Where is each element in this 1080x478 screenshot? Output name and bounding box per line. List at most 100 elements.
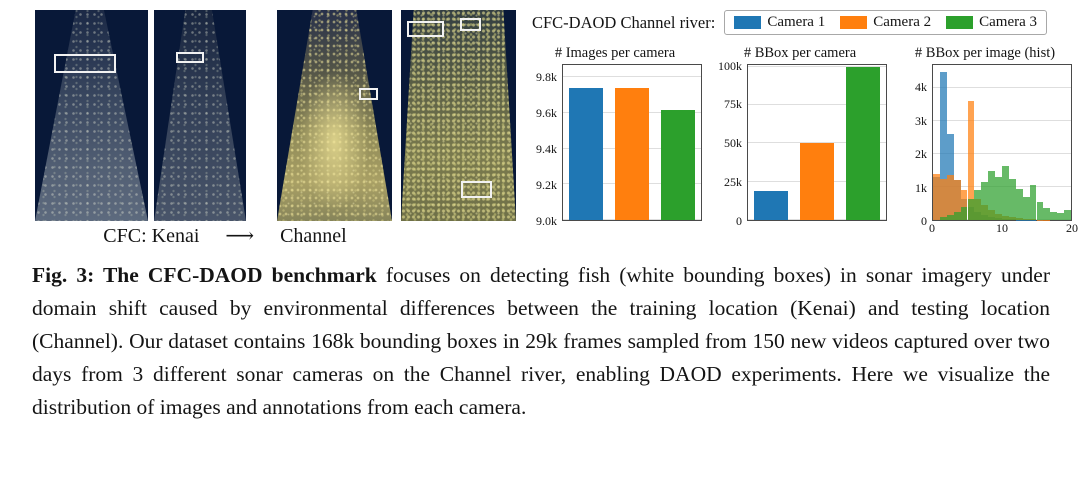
gridline — [933, 87, 1071, 89]
legend-box: Camera 1 Camera 2 Camera 3 — [724, 10, 1047, 35]
figure-caption: Fig. 3: The CFC-DAOD benchmark focuses o… — [0, 252, 1080, 423]
legend-title: CFC-DAOD Channel river: — [532, 12, 716, 32]
y-tick-label: 75k — [724, 97, 742, 112]
sonar-image-kenai-1 — [35, 10, 148, 221]
hist-bar-camera-3 — [1029, 185, 1037, 220]
legend-entry-camera-3: Camera 3 — [946, 14, 1037, 31]
y-tick-label: 25k — [724, 175, 742, 190]
fish-bounding-box — [176, 52, 204, 63]
plot-area — [747, 64, 887, 221]
x-tick-label: 0 — [929, 221, 935, 235]
charts-panel: CFC-DAOD Channel river: Camera 1 Camera … — [528, 10, 1078, 238]
target-domain-label: Channel — [280, 225, 347, 247]
sonar-cone — [277, 10, 392, 221]
hist-bar-camera-3 — [1043, 208, 1051, 220]
hist-bar-camera-3 — [953, 211, 961, 220]
hist-bar-camera-3 — [974, 190, 982, 220]
hist-bar-camera-1 — [939, 71, 947, 220]
plot-area — [932, 64, 1072, 221]
sonar-noise-texture — [35, 10, 148, 221]
hist-bar-camera-2 — [967, 101, 975, 220]
hist-bar-camera-3 — [1015, 188, 1023, 220]
y-tick-label: 0 — [921, 214, 927, 228]
hist-bar-camera-3 — [1008, 178, 1016, 220]
hist-bar-camera-2 — [933, 173, 940, 220]
legend-row: CFC-DAOD Channel river: Camera 1 Camera … — [532, 10, 1074, 35]
fish-bounding-box — [358, 88, 379, 100]
y-tick-label: 9.6k — [536, 105, 557, 120]
chart-bbox-per-camera: # BBox per camera 0 25k 50k 75k 100k — [713, 45, 887, 238]
legend-label: Camera 2 — [873, 14, 932, 30]
y-axis: 0 1k 2k 3k 4k — [898, 64, 932, 227]
hist-bar-camera-2 — [953, 180, 961, 220]
bar-camera-1 — [754, 190, 788, 220]
sonar-noise-texture — [154, 10, 246, 221]
charts-row: # Images per camera 9.0k 9.2k 9.4k 9.6k 9.8k… — [528, 45, 1078, 238]
x-tick-label: 10 — [996, 221, 1008, 235]
sonar-noise-texture — [277, 10, 392, 221]
sonar-image-channel-2 — [401, 10, 516, 221]
bar-camera-2 — [615, 88, 649, 220]
caption-body-text: focuses on detecting fish (white boundin… — [32, 263, 1050, 419]
chart-title: # Images per camera — [554, 45, 676, 61]
y-tick-label: 2k — [915, 147, 927, 162]
sonar-cone — [401, 10, 516, 221]
sonar-image-kenai-2 — [154, 10, 246, 221]
hist-bar-camera-2 — [946, 175, 954, 220]
hist-bar-camera-3 — [1064, 210, 1071, 220]
y-tick-label: 1k — [915, 180, 927, 195]
hist-bar-camera-2 — [960, 190, 968, 220]
bar-camera-3 — [661, 109, 695, 220]
legend-label: Camera 3 — [979, 14, 1037, 30]
bar-camera-2 — [800, 143, 834, 220]
legend-label: Camera 1 — [767, 14, 826, 30]
fish-bounding-box — [459, 18, 482, 32]
hist-bar-camera-3 — [981, 182, 989, 220]
y-tick-label: 100k — [718, 58, 742, 73]
x-axis — [562, 221, 702, 238]
source-domain-label: CFC: Kenai — [103, 225, 200, 247]
y-tick-label: 9.0k — [536, 214, 557, 228]
bar-camera-1 — [569, 88, 603, 220]
chart-bbox-per-image-hist: # BBox per image (hist) 0 1k 2k 3k 4k 0 10 20 — [898, 45, 1078, 238]
sonar-cone — [154, 10, 246, 221]
fish-bounding-box — [460, 180, 492, 198]
fish-bounding-box — [54, 54, 117, 74]
y-tick-label: 4k — [915, 80, 927, 95]
gridline — [748, 142, 886, 144]
hist-bar-camera-3 — [1050, 211, 1058, 220]
hist-bar-camera-3 — [988, 170, 996, 220]
fish-bounding-box — [406, 20, 444, 38]
legend-entry-camera-2: Camera 2 — [840, 14, 931, 31]
figure-top: CFC: Kenai ⟶ Channel CFC-DAOD Channel ri… — [35, 10, 1078, 248]
domain-shift-label: CFC: Kenai ⟶ Channel — [35, 223, 415, 248]
y-tick-label: 9.4k — [536, 141, 557, 156]
hist-bar-camera-3 — [1002, 165, 1009, 220]
camera-3-color-swatch — [946, 16, 974, 29]
hist-bar-camera-3 — [1057, 213, 1065, 220]
x-axis — [747, 221, 887, 238]
hist-bar-camera-3 — [946, 215, 954, 220]
legend-entry-camera-1: Camera 1 — [734, 14, 825, 31]
camera-1-color-swatch — [734, 16, 762, 29]
sonar-noise-texture — [401, 10, 516, 221]
hist-bar-camera-2 — [939, 178, 947, 220]
chart-images-per-camera: # Images per camera 9.0k 9.2k 9.4k 9.6k 9.8k — [528, 45, 702, 238]
sonar-cone — [35, 10, 148, 221]
x-tick-label: 20 — [1066, 221, 1078, 235]
bar-camera-3 — [846, 66, 880, 220]
camera-2-color-swatch — [840, 16, 868, 29]
gridline — [748, 103, 886, 105]
y-tick-label: 9.2k — [536, 177, 557, 192]
hist-bar-camera-3 — [1036, 201, 1044, 220]
gridline — [748, 65, 886, 67]
sonar-image-strip — [35, 10, 516, 221]
chart-title: # BBox per camera — [743, 45, 857, 61]
hist-bar-camera-3 — [1022, 196, 1030, 220]
chart-title: # BBox per image (hist) — [914, 45, 1056, 61]
y-tick-label: 3k — [915, 113, 927, 128]
y-tick-label: 50k — [724, 136, 742, 151]
sonar-image-channel-1 — [277, 10, 392, 221]
gridline — [563, 76, 701, 78]
hist-bar-camera-3 — [967, 198, 975, 220]
